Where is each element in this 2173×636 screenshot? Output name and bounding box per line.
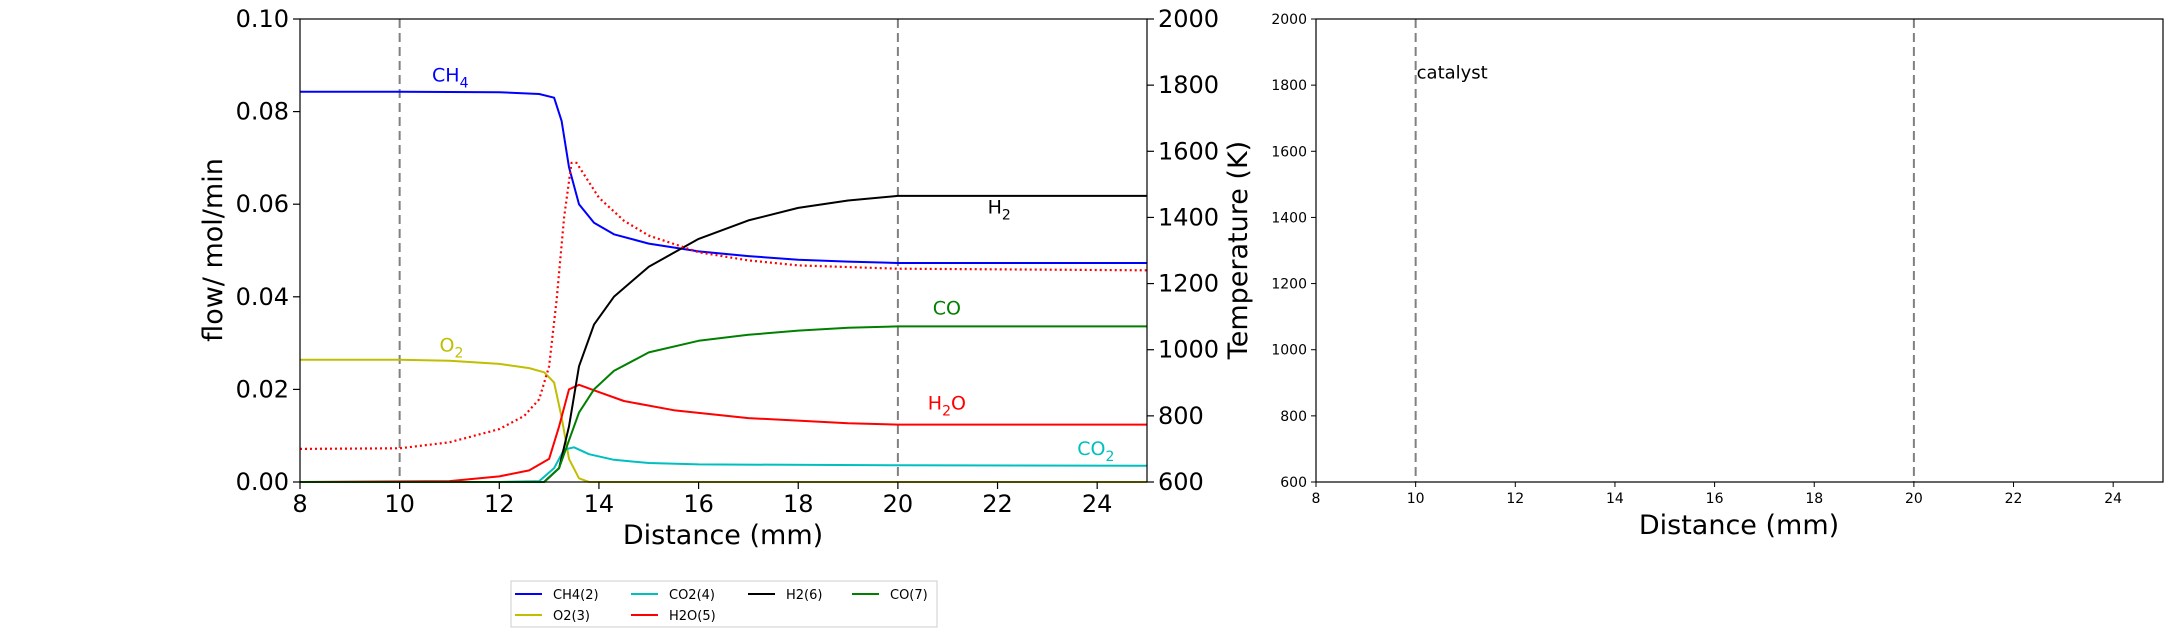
- series-line-o23: [300, 358, 1147, 483]
- series-annotation: H2O: [928, 392, 966, 419]
- y-tick-label: 1400: [1271, 210, 1307, 226]
- species-flow-chart: 8 10 12 14 16 18 20 22 24 0.000.020.040.060.080.…: [198, 5, 1254, 551]
- zone-annotations: catalyst: [1417, 63, 1488, 84]
- series-line-temperature: [299, 161, 1148, 450]
- series-annotation: H2: [988, 196, 1011, 223]
- plot-frame-left: [299, 18, 1148, 483]
- y-tick-label: 0.02: [236, 375, 289, 403]
- y-tick-label: 0.04: [236, 283, 289, 311]
- x-tick-label: 14: [1606, 491, 1624, 507]
- y-tick-label: 1000: [1271, 343, 1307, 359]
- legend-label: H2(6): [786, 588, 822, 603]
- legend-label: CO(7): [890, 588, 928, 603]
- x-tick-label: 20: [1905, 491, 1923, 507]
- y2-tick-label: 1200: [1158, 270, 1219, 298]
- legend-label: CH4(2): [553, 588, 599, 603]
- series-annotation: CO2: [1077, 438, 1114, 465]
- x-tick-label: 12: [484, 490, 515, 518]
- y-tick-label: 1800: [1271, 78, 1307, 94]
- series-line-co7: [300, 325, 1147, 483]
- y-tick-label: 800: [1280, 409, 1307, 425]
- y2-axis-label: Temperature (K): [1223, 141, 1254, 360]
- series-annotation: CH4: [432, 65, 469, 92]
- y2-tick-label: 1600: [1158, 137, 1219, 165]
- x-tick-label: 22: [2005, 491, 2023, 507]
- x-tick-label: 14: [584, 490, 615, 518]
- series-line-ch42: [300, 90, 1147, 264]
- x-tick-label: 16: [1706, 491, 1724, 507]
- reactor-zone-markers: [398, 19, 899, 482]
- x-ticks: 8 10 12 14 16 18 20 22 24: [1312, 482, 2122, 507]
- y-axis-label: flow/ mol/min: [198, 158, 229, 342]
- x-ticks: 8 10 12 14 16 18 20 22 24: [292, 482, 1112, 518]
- y-ticks: 0.00 0.02 0.04 0.06 0.08 0.10: [236, 5, 300, 496]
- y2-tick-label: 1000: [1158, 336, 1219, 364]
- plot-frame-right: [1315, 18, 2164, 483]
- series-line-h2o5: [299, 383, 1147, 483]
- y2-tick-label: 600: [1158, 468, 1204, 496]
- y2-tick-label: 2000: [1158, 5, 1219, 33]
- x-tick-label: 12: [1506, 491, 1524, 507]
- series-annotation: O2: [440, 334, 464, 361]
- x-tick-label: 20: [883, 490, 914, 518]
- y-tick-label: 1600: [1271, 144, 1307, 160]
- x-tick-label: 24: [2104, 491, 2122, 507]
- y-tick-label: 1200: [1271, 277, 1307, 293]
- y2-tick-label: 1400: [1158, 203, 1219, 231]
- x-tick-label: 10: [384, 490, 415, 518]
- y-tick-label: 2000: [1271, 12, 1307, 28]
- x-tick-label: 24: [1082, 490, 1113, 518]
- x-tick-label: 18: [783, 490, 814, 518]
- y-tick-label: 0.08: [236, 98, 289, 126]
- catalyst-zone-markers: [1414, 19, 1915, 482]
- y2-ticks: 600 800 1000 1200 1400 1600 1800 2000: [1147, 5, 1219, 496]
- x-tick-label: 8: [292, 490, 307, 518]
- catalyst-label: catalyst: [1417, 63, 1488, 84]
- y-tick-label: 600: [1280, 475, 1307, 491]
- x-tick-label: 16: [683, 490, 714, 518]
- y-tick-label: 0.06: [236, 190, 289, 218]
- x-tick-label: 18: [1805, 491, 1823, 507]
- series-lines: [299, 90, 1148, 483]
- x-axis-label: Distance (mm): [623, 520, 823, 551]
- y-tick-label: 0.10: [236, 5, 289, 33]
- x-tick-label: 10: [1407, 491, 1425, 507]
- y-ticks: 600 800 1000 1200 1400 1600 1800 2000: [1271, 12, 1316, 491]
- y-tick-label: 0.00: [236, 468, 289, 496]
- legend-label: O2(3): [553, 609, 590, 624]
- x-axis-label: Distance (mm): [1639, 510, 1839, 541]
- series-annotations: CH4 O2 H2 CO H2O CO2: [432, 65, 1114, 466]
- x-tick-label: 22: [982, 490, 1013, 518]
- x-tick-label: 8: [1312, 491, 1321, 507]
- legend-entries: CH4(2) CO2(4) H2(6) CO(7) O2(3) H2O(5): [515, 588, 928, 624]
- series-annotation: CO: [933, 297, 961, 319]
- y2-tick-label: 1800: [1158, 71, 1219, 99]
- catalyst-temperature-chart: 8 10 12 14 16 18 20 22 24 600 800 1000 1200 1400 1600…: [1271, 12, 2164, 541]
- y2-tick-label: 800: [1158, 402, 1204, 430]
- legend-label: H2O(5): [669, 609, 716, 624]
- legend-label: CO2(4): [669, 588, 715, 603]
- legend-frame: [510, 580, 938, 628]
- legend: CH4(2) CO2(4) H2(6) CO(7) O2(3) H2O(5): [510, 580, 938, 628]
